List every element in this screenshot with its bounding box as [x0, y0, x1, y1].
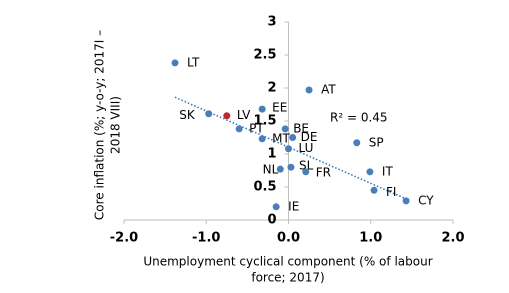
point-label: CY — [418, 193, 434, 207]
point — [276, 165, 284, 173]
point — [353, 139, 361, 147]
x-tick-label: 0.0 — [277, 231, 300, 246]
point — [287, 163, 295, 171]
point-label: EE — [272, 101, 287, 115]
annotation: R² = 0.45 — [330, 111, 388, 125]
point — [305, 86, 313, 94]
point-label: AT — [321, 82, 336, 96]
y-tick-label: 0.5 — [253, 180, 276, 195]
x-tick-label: -1.0 — [192, 231, 220, 246]
point — [171, 59, 179, 67]
y-axis-label: Core inflation (%; y-o-y; 2017I – — [93, 30, 107, 220]
x-tick-label: -2.0 — [110, 231, 138, 246]
point-label: BE — [293, 121, 309, 135]
point-label: SL — [299, 159, 314, 173]
y-tick-label: 2 — [267, 81, 276, 96]
point-label: IE — [288, 199, 299, 213]
y-axis-label: 2018 VIII) — [109, 96, 123, 154]
point-label: LU — [299, 141, 314, 155]
y-tick-label: 2.5 — [253, 48, 276, 63]
point-label: SP — [369, 135, 384, 149]
point-label: NL — [263, 163, 279, 177]
point — [302, 168, 310, 176]
point-label: DE — [301, 130, 318, 144]
point — [223, 112, 231, 120]
point-label: LT — [187, 55, 200, 69]
point-label: PT — [249, 121, 264, 135]
point — [235, 125, 243, 133]
point-label: FI — [386, 185, 396, 199]
y-tick-label: 3 — [267, 15, 276, 30]
point-label: LV — [237, 108, 251, 122]
point — [258, 135, 266, 143]
point — [285, 145, 292, 153]
point — [402, 197, 410, 205]
point — [281, 125, 289, 133]
point-label: MT — [272, 131, 290, 145]
x-tick-label: 2.0 — [441, 231, 464, 246]
y-tick-label: 0 — [267, 213, 276, 228]
y-tick-label: 1 — [267, 147, 276, 162]
point-label: FR — [316, 165, 331, 179]
point-label: IT — [382, 164, 394, 178]
x-axis-label: Unemployment cyclical component (% of la… — [143, 255, 432, 269]
y-tick-label: 1.5 — [253, 114, 276, 129]
point — [205, 110, 213, 118]
point — [272, 203, 280, 211]
point-label: SK — [179, 108, 196, 122]
point — [370, 186, 378, 194]
x-tick-label: 1.0 — [359, 231, 382, 246]
point — [289, 134, 297, 141]
point — [258, 105, 266, 113]
x-axis-label: force; 2017) — [251, 271, 324, 285]
point — [366, 168, 374, 176]
